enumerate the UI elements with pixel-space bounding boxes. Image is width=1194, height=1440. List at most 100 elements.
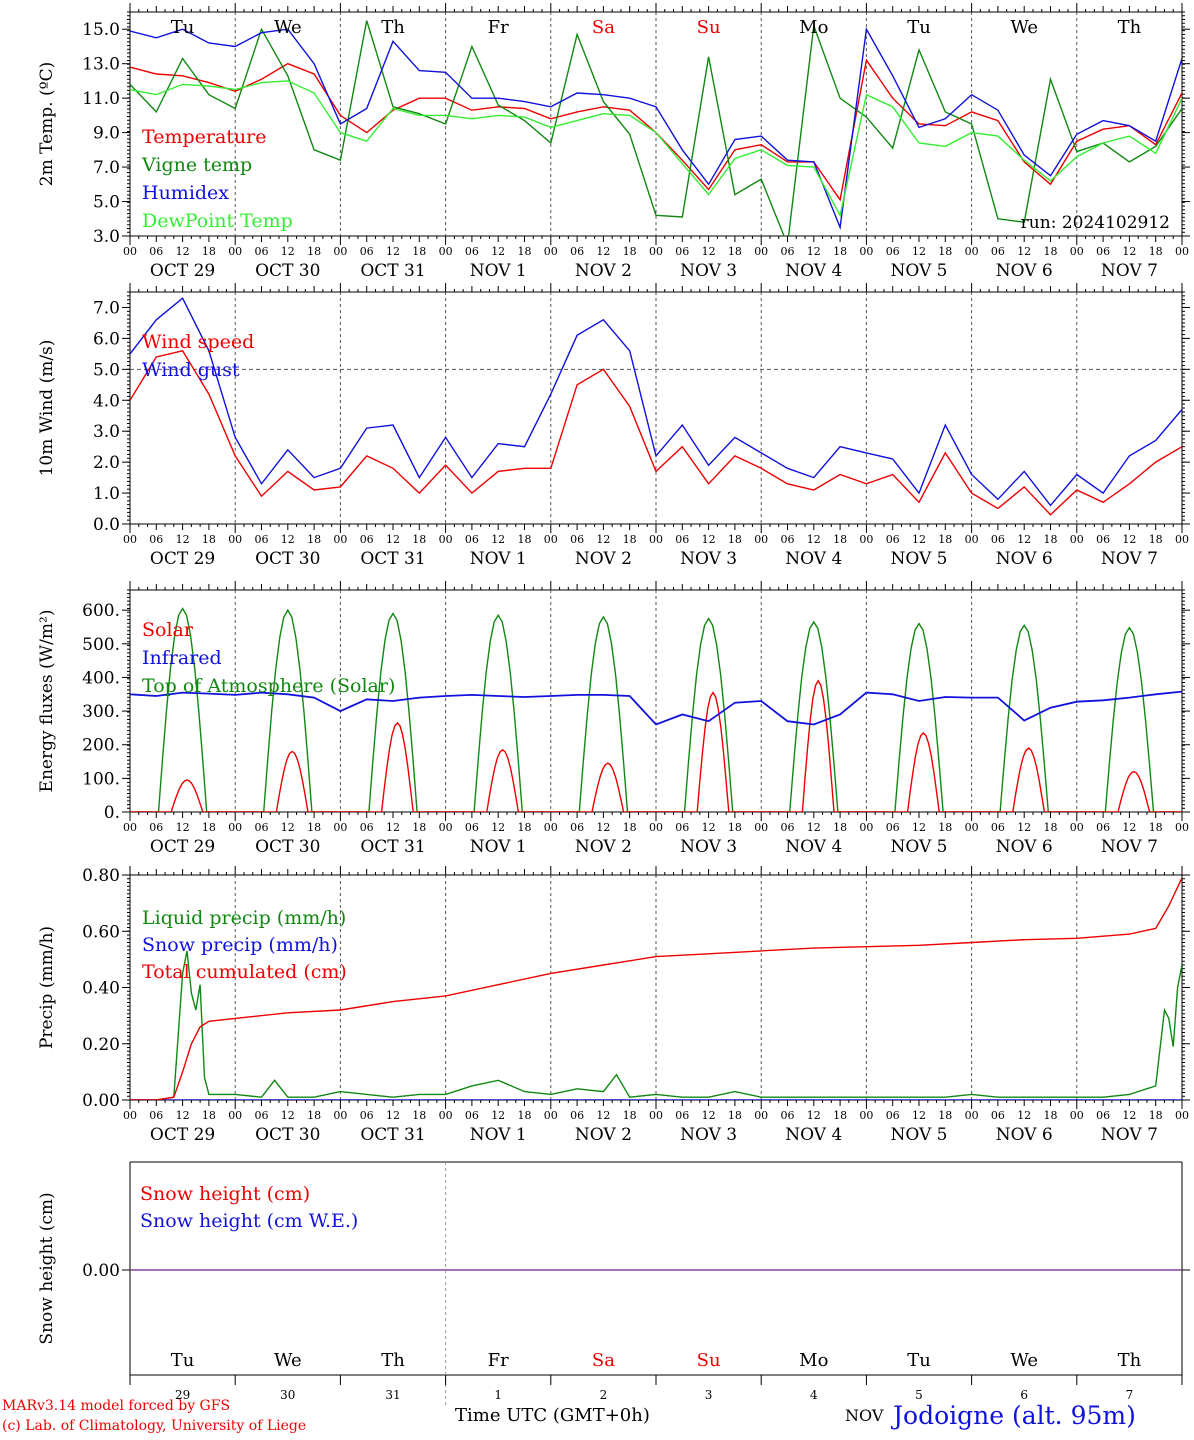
date-label: NOV 4 (785, 1125, 842, 1145)
hour-tick-label: 00 (1175, 821, 1189, 834)
y-tick-label: 0.40 (82, 979, 120, 999)
y-tick-label: 3.0 (93, 227, 120, 247)
day-number-label: 6 (1020, 1388, 1028, 1402)
hour-tick-label: 12 (176, 821, 190, 834)
legend-vigne-temp: Vigne temp (141, 154, 252, 176)
y-tick-label: 5.0 (93, 360, 120, 380)
date-label: NOV 3 (680, 549, 737, 569)
hour-tick-label: 12 (1017, 1109, 1031, 1122)
hour-tick-label: 12 (176, 533, 190, 546)
hour-tick-label: 12 (176, 245, 190, 258)
legend-solar: Solar (142, 619, 194, 641)
date-label: NOV 5 (890, 1125, 947, 1145)
hour-tick-label: 06 (570, 1109, 584, 1122)
legend-wind-speed: Wind speed (142, 331, 254, 353)
y-tick-label: 4.0 (93, 391, 120, 411)
hour-tick-label: 06 (360, 1109, 374, 1122)
station-name: Jodoigne (alt. 95m) (893, 1401, 1136, 1430)
day-of-week-label: Tu (171, 17, 195, 38)
hour-tick-label: 06 (781, 533, 795, 546)
date-label: NOV 6 (996, 837, 1053, 857)
hour-tick-label: 00 (228, 821, 242, 834)
day-of-week-label: Su (697, 1350, 721, 1371)
legend-wind-gust: Wind gust (142, 359, 240, 381)
date-label: NOV 1 (470, 549, 527, 569)
hour-tick-label: 18 (202, 245, 216, 258)
hour-tick-label: 06 (675, 1109, 689, 1122)
date-label: NOV 6 (996, 1125, 1053, 1145)
hour-tick-label: 18 (518, 533, 532, 546)
hour-tick-label: 12 (176, 1109, 190, 1122)
y-tick-label: 0.0 (93, 515, 120, 535)
hour-tick-label: 18 (412, 533, 426, 546)
hour-tick-label: 12 (702, 821, 716, 834)
y-tick-label: 7.0 (93, 298, 120, 318)
hour-tick-label: 18 (1149, 821, 1163, 834)
hour-tick-label: 18 (623, 1109, 637, 1122)
date-label: NOV 3 (680, 261, 737, 281)
hour-tick-label: 00 (859, 533, 873, 546)
hour-tick-label: 06 (149, 533, 163, 546)
hour-tick-label: 06 (781, 821, 795, 834)
hour-tick-label: 00 (859, 245, 873, 258)
hour-tick-label: 12 (702, 533, 716, 546)
day-of-week-label: Mo (799, 1350, 828, 1371)
hour-tick-label: 18 (833, 1109, 847, 1122)
y-tick-label: 9.0 (93, 124, 120, 144)
hour-tick-label: 18 (623, 533, 637, 546)
hour-tick-label: 12 (491, 821, 505, 834)
hour-tick-label: 06 (360, 245, 374, 258)
hour-tick-label: 18 (728, 245, 742, 258)
hour-tick-label: 00 (965, 821, 979, 834)
hour-tick-label: 18 (307, 533, 321, 546)
day-number-label: 2 (600, 1388, 608, 1402)
hour-tick-label: 12 (386, 821, 400, 834)
y-tick-label: 5.0 (93, 193, 120, 213)
day-number-label: 4 (810, 1388, 818, 1402)
hour-tick-label: 00 (1175, 245, 1189, 258)
hour-tick-label: 06 (255, 821, 269, 834)
hour-tick-label: 00 (439, 245, 453, 258)
hour-tick-label: 12 (912, 245, 926, 258)
hour-tick-label: 06 (886, 245, 900, 258)
hour-tick-label: 12 (912, 821, 926, 834)
hour-tick-label: 12 (1122, 1109, 1136, 1122)
y-tick-label: 0.20 (82, 1035, 120, 1055)
y-axis-label: Precip (mm/h) (37, 926, 57, 1049)
hour-tick-label: 12 (281, 533, 295, 546)
series-solar (130, 679, 1182, 812)
legend-top-of-atmosphere-solar-: Top of Atmosphere (Solar) (142, 675, 395, 697)
day-of-week-label: Th (381, 1350, 405, 1371)
hour-tick-label: 00 (544, 1109, 558, 1122)
hour-tick-label: 12 (807, 245, 821, 258)
day-of-week-label: Su (697, 17, 721, 38)
hour-tick-label: 12 (807, 1109, 821, 1122)
y-tick-label: 400. (82, 668, 120, 688)
hour-tick-label: 00 (123, 533, 137, 546)
day-of-week-label: Tu (907, 17, 931, 38)
legend-snow-precip-mm-h-: Snow precip (mm/h) (142, 934, 338, 956)
hour-tick-label: 18 (518, 1109, 532, 1122)
series-wind-speed (130, 350, 1182, 516)
hour-tick-label: 18 (1044, 1109, 1058, 1122)
hour-tick-label: 06 (1096, 533, 1110, 546)
hour-tick-label: 18 (412, 1109, 426, 1122)
hour-tick-label: 12 (596, 1109, 610, 1122)
y-tick-label: 500. (82, 635, 120, 655)
time-axis-title: Time UTC (GMT+0h) (455, 1405, 650, 1426)
hour-tick-label: 00 (439, 533, 453, 546)
date-label: NOV 4 (785, 261, 842, 281)
day-of-week-label: We (274, 1350, 302, 1371)
hour-tick-label: 06 (991, 533, 1005, 546)
series-top-of-atmosphere (130, 607, 1182, 812)
date-label: NOV 6 (996, 261, 1053, 281)
hour-tick-label: 18 (1044, 821, 1058, 834)
lab-credit: (c) Lab. of Climatology, University of L… (2, 1418, 307, 1434)
hour-tick-label: 00 (859, 821, 873, 834)
hour-tick-label: 06 (360, 821, 374, 834)
hour-tick-label: 12 (491, 1109, 505, 1122)
hour-tick-label: 06 (570, 245, 584, 258)
series-total-cumulated-cm- (130, 877, 1182, 1100)
day-of-week-label: Th (1118, 1350, 1142, 1371)
